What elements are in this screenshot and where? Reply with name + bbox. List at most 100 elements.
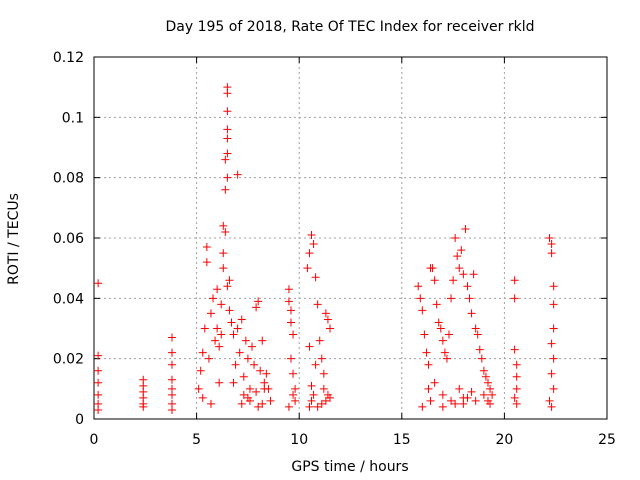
data-point [94, 279, 103, 288]
data-point [266, 396, 275, 405]
data-point [414, 282, 423, 291]
data-point [204, 354, 213, 363]
data-point [467, 387, 476, 396]
x-tick-label: 5 [192, 432, 201, 448]
data-point [483, 396, 492, 405]
data-point [488, 390, 497, 399]
data-point [167, 348, 176, 357]
data-point [198, 348, 207, 357]
data-point [307, 230, 316, 239]
data-point [436, 324, 445, 333]
data-point [479, 390, 488, 399]
data-point [217, 330, 226, 339]
data-point [223, 107, 232, 116]
data-point [512, 372, 521, 381]
data-point [545, 234, 554, 242]
data-point [438, 390, 447, 399]
data-points [94, 83, 558, 414]
data-point [309, 390, 318, 399]
data-point [512, 360, 521, 369]
data-point [221, 155, 230, 164]
data-point [217, 300, 226, 309]
data-point [325, 324, 334, 333]
y-tick-label: 0 [75, 412, 84, 428]
x-tick-label: 10 [290, 432, 308, 448]
data-point [311, 360, 320, 369]
data-point [477, 354, 486, 363]
data-point [252, 387, 261, 396]
x-tick-label: 20 [495, 432, 513, 448]
data-point [510, 276, 519, 285]
data-point [455, 264, 464, 273]
data-point [453, 252, 462, 261]
data-point [245, 384, 254, 393]
data-point [94, 390, 103, 399]
data-point [227, 318, 236, 327]
data-point [317, 354, 326, 363]
data-point [432, 300, 441, 309]
data-point [486, 384, 495, 393]
data-point [434, 318, 443, 327]
data-point [547, 240, 556, 249]
data-point [286, 318, 295, 327]
data-point [206, 309, 215, 318]
data-point [215, 342, 224, 351]
data-point [447, 294, 456, 303]
data-point [416, 294, 425, 303]
data-point [223, 125, 232, 134]
data-point [233, 170, 242, 179]
data-point [225, 306, 234, 315]
data-point [481, 372, 490, 381]
data-point [447, 396, 456, 405]
data-point [510, 294, 519, 303]
data-point [223, 134, 232, 143]
data-point [284, 285, 293, 294]
data-point [463, 282, 472, 291]
data-point [309, 240, 318, 249]
x-tick-label: 0 [90, 432, 99, 448]
data-point [307, 381, 316, 390]
data-point [94, 378, 103, 387]
data-point [440, 348, 449, 357]
data-point [237, 399, 246, 408]
data-point [510, 393, 519, 402]
data-point [313, 402, 322, 411]
data-point [457, 246, 466, 255]
data-point [549, 384, 558, 393]
data-point [260, 384, 269, 393]
data-point [549, 354, 558, 363]
data-point [549, 282, 558, 291]
data-point [167, 360, 176, 369]
data-point [459, 399, 468, 408]
data-point [231, 360, 240, 369]
chart-title: Day 195 of 2018, Rate Of TEC Index for r… [165, 19, 534, 35]
data-point [248, 342, 257, 351]
data-point [139, 402, 148, 411]
data-point [291, 396, 300, 405]
data-point [319, 384, 328, 393]
data-point [196, 366, 205, 375]
data-point [237, 315, 246, 324]
data-point [167, 390, 176, 399]
data-point [547, 339, 556, 348]
data-point [213, 285, 222, 294]
data-point [289, 390, 298, 399]
data-point [305, 402, 314, 411]
data-point [451, 234, 460, 242]
data-point [219, 249, 228, 258]
data-point [223, 89, 232, 98]
data-point [200, 324, 209, 333]
data-point [235, 348, 244, 357]
gridlines [94, 57, 607, 419]
data-point [284, 402, 293, 411]
data-point [213, 324, 222, 333]
data-point [256, 366, 265, 375]
data-point [305, 342, 314, 351]
data-point [219, 221, 228, 230]
data-point [209, 294, 218, 303]
data-point [512, 384, 521, 393]
data-point [305, 249, 314, 258]
data-point [291, 384, 300, 393]
data-point [547, 249, 556, 258]
data-point [438, 336, 447, 345]
